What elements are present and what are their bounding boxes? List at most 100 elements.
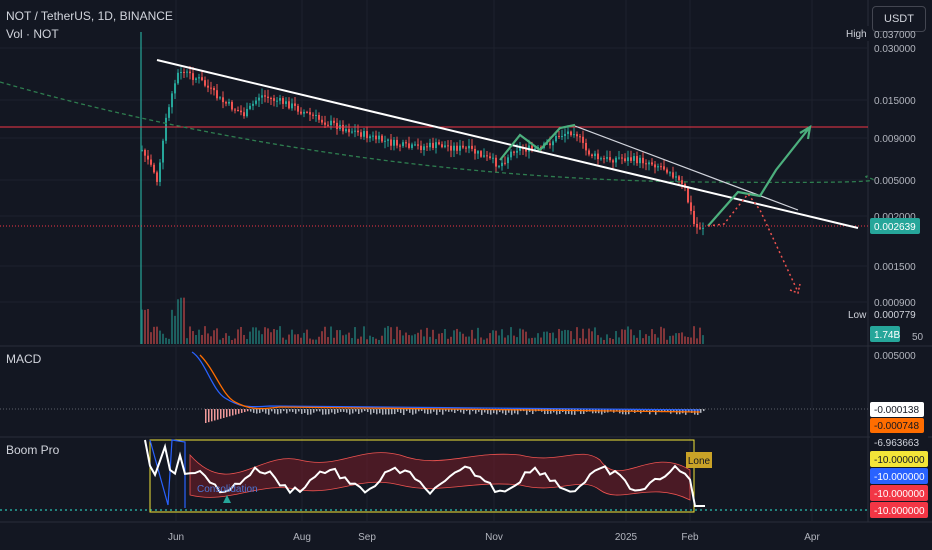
volume-bar xyxy=(225,333,227,344)
candle-body xyxy=(567,131,569,134)
macd-histogram-bar xyxy=(298,409,300,412)
price-axis-tick: 0.009000 xyxy=(874,134,916,145)
macd-histogram-bar xyxy=(610,409,612,412)
candle-body xyxy=(273,98,275,101)
candle-body xyxy=(579,136,581,138)
volume-badge-label: 1.74B xyxy=(874,330,900,341)
volume-bar xyxy=(603,339,605,344)
macd-histogram-bar xyxy=(490,409,492,415)
macd-histogram-bar xyxy=(355,409,357,412)
macd-histogram-bar xyxy=(292,409,294,413)
candle-body xyxy=(264,95,266,97)
volume-bar xyxy=(609,337,611,344)
candle-body xyxy=(438,142,440,145)
moving-average-curve xyxy=(0,81,874,184)
macd-histogram-bar xyxy=(466,409,468,412)
macd-histogram-bar xyxy=(421,409,423,412)
candle-body xyxy=(555,135,557,142)
candle-body xyxy=(603,158,605,160)
boom-band xyxy=(189,452,691,501)
currency-button[interactable]: USDT xyxy=(872,6,926,32)
candle-body xyxy=(201,77,203,81)
macd-histogram-bar xyxy=(412,409,414,415)
candle-body xyxy=(216,90,218,99)
grid xyxy=(0,0,932,523)
buy-signal-marker xyxy=(223,495,231,503)
macd-histogram-bar xyxy=(532,409,534,415)
candle-body xyxy=(642,157,644,164)
macd-histogram-bar xyxy=(346,409,348,413)
macd-histogram-bar xyxy=(295,409,297,414)
candle-body xyxy=(396,139,398,146)
macd-histogram-bar xyxy=(397,409,399,412)
candle-body xyxy=(204,80,206,86)
candle-body xyxy=(369,136,371,139)
candle-body xyxy=(525,149,527,152)
candle-body xyxy=(366,131,368,139)
candle-body xyxy=(471,145,473,149)
candle-body xyxy=(210,87,212,89)
volume-bar xyxy=(606,334,608,344)
candle-body xyxy=(516,150,518,153)
price-axis-tick: 0.015000 xyxy=(874,96,916,107)
candle-body xyxy=(279,98,281,101)
volume-bar xyxy=(537,333,539,344)
candle-body xyxy=(639,157,641,164)
volume-bar xyxy=(675,333,677,344)
candle-body xyxy=(168,107,170,118)
macd-histogram-bar xyxy=(403,409,405,415)
macd-pane xyxy=(0,351,868,423)
volume-bar xyxy=(366,339,368,344)
candle-body xyxy=(627,157,629,162)
candle-body xyxy=(531,145,533,150)
volume-bar xyxy=(297,334,299,344)
volume-bar xyxy=(660,326,662,344)
volume-bar xyxy=(342,335,344,344)
volume-bar xyxy=(648,335,650,344)
macd-histogram-bar xyxy=(235,409,237,415)
macd-histogram-bar xyxy=(331,409,333,413)
volume-bar xyxy=(324,326,326,344)
candle-body xyxy=(162,140,164,163)
volume-bar xyxy=(552,332,554,344)
volume-bar xyxy=(327,337,329,344)
macd-histogram-bar xyxy=(496,409,498,415)
volume-bar xyxy=(513,335,515,344)
candle-body xyxy=(393,139,395,146)
macd-histogram-bar xyxy=(475,409,477,414)
candle-body xyxy=(576,134,578,137)
macd-histogram-bar xyxy=(700,409,702,413)
candle-body xyxy=(321,119,323,123)
volume-bar xyxy=(150,332,152,344)
volume-bar xyxy=(567,330,569,344)
macd-histogram-bar xyxy=(283,409,285,412)
volume-bar xyxy=(645,334,647,344)
candle-body xyxy=(669,172,671,174)
macd-histogram-bar xyxy=(310,409,312,415)
volume-bar xyxy=(585,338,587,344)
volume-bar xyxy=(354,327,356,344)
volume-bar xyxy=(234,338,236,344)
candle-body xyxy=(147,155,149,160)
boom-value-badge xyxy=(870,451,928,467)
candle-body xyxy=(474,148,476,154)
volume-bar xyxy=(549,332,551,344)
macd-histogram-bar xyxy=(448,409,450,412)
candle-body xyxy=(615,157,617,163)
macd-histogram-bar xyxy=(409,409,411,413)
volume-bar xyxy=(417,332,419,344)
candle-body xyxy=(303,111,305,114)
volume-bar xyxy=(483,339,485,344)
volume-bar xyxy=(546,331,548,344)
volume-bar xyxy=(699,327,701,344)
candle-body xyxy=(507,157,509,164)
macd-histogram-bar xyxy=(376,409,378,415)
candle-body xyxy=(285,101,287,104)
macd-histogram-bar xyxy=(568,409,570,414)
candle-body xyxy=(606,157,608,159)
volume-bar xyxy=(504,337,506,344)
price-axis-tick: 0.001500 xyxy=(874,262,916,273)
volume-bar xyxy=(597,335,599,344)
macd-histogram-bar xyxy=(361,409,363,413)
